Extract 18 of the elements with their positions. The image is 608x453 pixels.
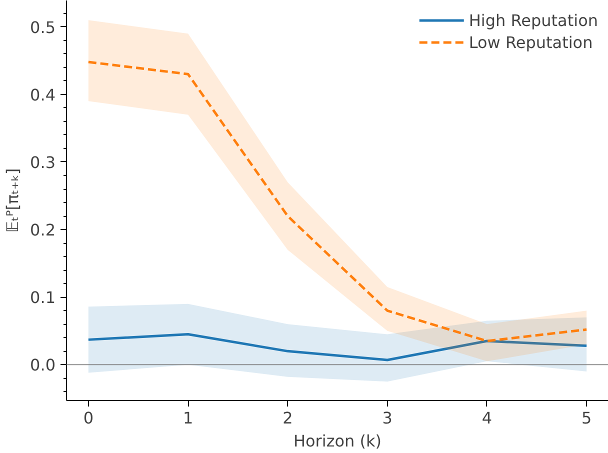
x-tick-label: 2 bbox=[282, 408, 293, 428]
x-tick-label: 1 bbox=[182, 408, 194, 428]
y-tick-label: 0.4 bbox=[30, 85, 56, 104]
x-tick-label: 0 bbox=[83, 408, 94, 428]
x-axis-title: Horizon (k) bbox=[293, 432, 382, 450]
x-tick-label: 3 bbox=[382, 408, 392, 428]
y-axis-title: 𝔼ₜᴾ[πₜ₊ₖ] bbox=[3, 168, 22, 233]
y-tick-label: 0.5 bbox=[30, 18, 56, 37]
y-tick-label: 0.0 bbox=[30, 356, 56, 375]
y-tick-label: 0.3 bbox=[30, 152, 56, 172]
line-series bbox=[87, 333, 588, 362]
y-tick-label: 0.2 bbox=[30, 220, 56, 240]
legend-label: Low Reputation bbox=[468, 32, 593, 52]
x-tick-label: 4 bbox=[482, 408, 492, 428]
line-series bbox=[87, 60, 588, 342]
x-tick-label: 5 bbox=[581, 408, 592, 428]
legend-label: High Reputation bbox=[468, 10, 598, 30]
y-tick-label: 0.1 bbox=[30, 288, 56, 308]
